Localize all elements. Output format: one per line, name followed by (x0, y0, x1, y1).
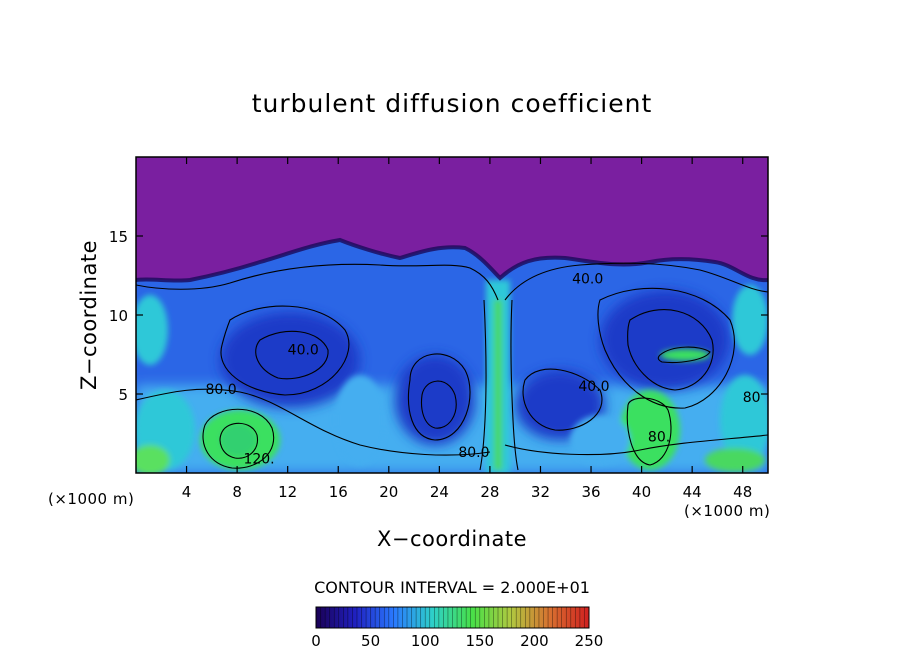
contour-right-green-patch (626, 397, 672, 466)
x-tick-label: 24 (430, 483, 449, 501)
contour-green-patch-inner (219, 422, 258, 459)
x-tick-label: 4 (182, 483, 192, 501)
x-tick-label: 32 (531, 483, 550, 501)
contour-center-vortex (407, 353, 471, 441)
plot-area: 40.0 80.0 120. 80.0 40.0 40.0 80. 80 (136, 157, 768, 473)
x-tick-label: 16 (329, 483, 348, 501)
green-patch-bottom-left (136, 445, 170, 473)
contour-green-band-right (657, 346, 711, 364)
contour-left-vortex (220, 305, 350, 396)
x-axis: 4 8 12 16 20 24 28 32 36 40 44 48 (182, 157, 752, 501)
light-swirl-right (570, 415, 630, 465)
contour-left-vortex-inner (255, 330, 329, 380)
contour-label: 120. (243, 452, 274, 468)
contour-right-center-vortex (522, 368, 603, 431)
contour-label: 80.0 (206, 382, 237, 398)
x-tick-label: 20 (379, 483, 398, 501)
chart-title: turbulent diffusion coefficient (252, 89, 653, 118)
colorbar-tick-label: 200 (520, 632, 549, 650)
contour-lower-band (136, 388, 491, 456)
contour-upper-boundary-right (504, 262, 768, 301)
x-units-right: (×1000 m) (684, 502, 770, 520)
y-axis: 5 10 15 (109, 228, 768, 404)
colorbar-tick-label: 0 (311, 632, 321, 650)
x-tick-label: 36 (581, 483, 600, 501)
top-layer-shadow (136, 237, 768, 283)
green-patch-right (620, 390, 680, 470)
contour-lower-band-right (504, 434, 768, 456)
y-axis-label: Z−coordinate (77, 240, 101, 390)
colorbar-tick-label: 100 (411, 632, 440, 650)
vortex-cores (220, 290, 730, 445)
contour-label: 80. (648, 429, 670, 445)
colorbar-frame (315, 606, 590, 629)
contour-center-vortex-inner (420, 380, 457, 429)
colorbar-tick-label: 250 (575, 632, 604, 650)
y-tick-label: 10 (109, 307, 128, 325)
y-tick-label: 5 (118, 386, 128, 404)
light-swirl-left (335, 375, 385, 465)
contour-label: 40.0 (572, 271, 603, 287)
contour-interval-label: CONTOUR INTERVAL = 2.000E+01 (314, 578, 590, 597)
left-vortex (220, 312, 360, 408)
contour-label: 80 (743, 390, 761, 406)
contour-upper-boundary (136, 263, 499, 301)
x-tick-label: 40 (632, 483, 651, 501)
high-diffusivity-patches (136, 280, 768, 473)
contour-plume-right (510, 299, 519, 471)
contour-label: 40.0 (288, 343, 319, 359)
x-units-left: (×1000 m) (48, 490, 134, 508)
colorbar-stripes (320, 607, 585, 628)
x-tick-label: 44 (683, 483, 702, 501)
contour-label: 40.0 (578, 379, 609, 395)
cyan-band-left-edge (136, 295, 168, 365)
right-vortex (600, 290, 730, 390)
contour-plume-left (479, 299, 487, 471)
contour-green-patch (202, 408, 275, 469)
cyan-patch-right (720, 375, 768, 465)
cyan-band-right-edge (732, 285, 768, 355)
green-patch-left-core (220, 424, 256, 456)
contour-right-vortex-inner (627, 309, 714, 391)
colorbar-ticks: 0 50 100 150 200 250 (311, 632, 603, 650)
x-axis-label: X−coordinate (377, 527, 527, 551)
green-blob-right-upper (660, 349, 710, 361)
y-tick-label: 15 (109, 228, 128, 246)
contour-label: 80.0 (458, 445, 489, 461)
contour-right-vortex (597, 287, 735, 409)
contour-labels: 40.0 80.0 120. 80.0 40.0 40.0 80. 80 (206, 271, 761, 467)
center-left-vortex (395, 355, 475, 445)
colorbar-tick-label: 50 (361, 632, 380, 650)
green-patch-bottom-right (705, 448, 765, 472)
x-tick-label: 12 (278, 483, 297, 501)
x-tick-label: 8 (232, 483, 242, 501)
plume-central-green (494, 300, 502, 470)
contour-lines (136, 262, 768, 471)
colorbar: 0 50 100 150 200 250 (311, 606, 603, 650)
x-tick-label: 48 (733, 483, 752, 501)
x-tick-label: 28 (480, 483, 499, 501)
colorbar-tick-label: 150 (465, 632, 494, 650)
